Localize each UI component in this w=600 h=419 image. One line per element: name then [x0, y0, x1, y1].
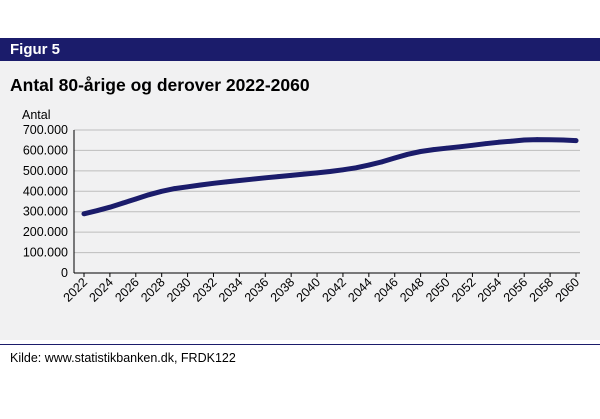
y-tick-label: 200.000: [23, 225, 68, 239]
chart-title: Antal 80-årige og derover 2022-2060: [10, 75, 310, 95]
x-tick-label: 2050: [423, 275, 453, 305]
y-tick-label: 100.000: [23, 246, 68, 260]
y-tick-label: 0: [61, 266, 68, 280]
data-point: [483, 141, 488, 146]
data-point: [159, 189, 164, 194]
data-point: [496, 140, 501, 145]
data-point: [509, 138, 514, 144]
data-point: [185, 184, 190, 190]
data-point: [224, 179, 229, 185]
x-tick-label: 2056: [501, 275, 531, 305]
y-tick-label: 700.000: [23, 123, 68, 137]
data-point: [198, 182, 203, 188]
data-point: [470, 143, 475, 148]
data-point: [263, 175, 268, 181]
x-tick-label: 2044: [345, 275, 375, 305]
data-point: [521, 137, 527, 143]
data-point: [573, 138, 579, 143]
x-tick-label: 2058: [527, 275, 557, 305]
y-tick-label: 400.000: [23, 184, 68, 198]
x-tick-label: 2028: [138, 275, 168, 305]
axes: [73, 130, 580, 277]
x-tick-label: 2034: [216, 275, 246, 305]
y-tick-label: 300.000: [23, 205, 68, 219]
data-point: [431, 147, 436, 152]
footer-divider: [0, 344, 600, 345]
x-tick-label: 2038: [268, 275, 298, 305]
x-tick-label: 2040: [294, 275, 324, 305]
data-point: [392, 155, 398, 161]
series: [81, 137, 579, 217]
data-point: [133, 196, 139, 202]
data-point: [444, 145, 449, 151]
y-tick-label: 600.000: [23, 143, 68, 157]
data-point: [146, 192, 151, 198]
x-tick-label: 2052: [449, 275, 479, 305]
data-point: [547, 137, 553, 143]
x-tick-label: 2046: [371, 275, 401, 305]
data-point: [301, 171, 307, 177]
data-point: [250, 176, 255, 182]
x-tick-label: 2042: [320, 275, 350, 305]
figure-header: Figur 5: [0, 38, 600, 61]
data-point: [211, 181, 216, 186]
chart-panel: Antal 80-årige og derover 2022-2060 0 100…: [0, 61, 600, 340]
data-point: [379, 159, 385, 165]
data-point: [275, 174, 281, 179]
x-tick-label: 2054: [475, 275, 505, 305]
x-tick-label: 2026: [112, 275, 142, 305]
data-point: [107, 204, 113, 210]
y-tick-label: 500.000: [23, 164, 68, 178]
figure-label: Figur 5: [10, 41, 61, 58]
x-tick-label: 2048: [397, 275, 427, 305]
x-tick-label: 2036: [242, 275, 272, 305]
data-point: [94, 208, 100, 213]
source-note: Kilde: www.statistikbanken.dk, FRDK122: [10, 351, 236, 365]
data-point: [405, 152, 411, 157]
data-point: [288, 173, 294, 178]
line-chart: 0 100.000 200.000 300.000 400.000 500.000 600.…: [22, 108, 583, 305]
data-point: [172, 186, 177, 191]
data-point: [314, 170, 320, 176]
x-tick-label: 2024: [86, 275, 116, 305]
data-point: [534, 137, 540, 142]
data-point: [457, 144, 462, 150]
x-tick-label: 2032: [190, 275, 220, 305]
data-point: [237, 178, 242, 183]
data-point: [120, 200, 126, 206]
data-point: [327, 169, 333, 174]
x-tick-label: 2030: [164, 275, 194, 305]
data-point: [340, 167, 346, 173]
x-tick-label: 2060: [553, 275, 583, 305]
data-point: [353, 165, 359, 171]
y-axis-label: Antal: [22, 108, 51, 122]
data-point: [366, 162, 372, 168]
data-point: [560, 137, 566, 143]
data-point: [81, 211, 87, 217]
grid: [74, 129, 580, 254]
data-point: [418, 149, 423, 154]
